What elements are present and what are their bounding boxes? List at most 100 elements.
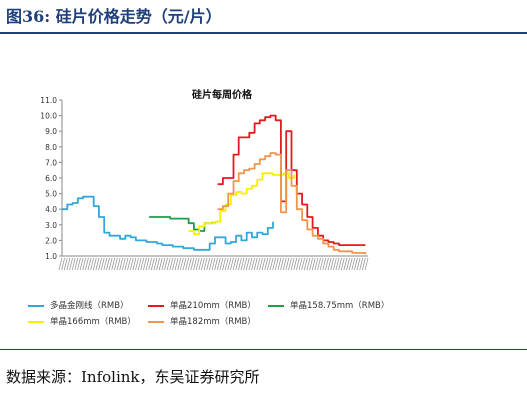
legend-item-mono182: 单晶182mm（RMB） xyxy=(148,316,256,328)
x-tick-mark xyxy=(208,257,213,271)
legend-item-mono210: 单晶210mm（RMB） xyxy=(148,300,256,312)
x-tick-mark xyxy=(235,257,240,271)
series-line-mono158 xyxy=(149,216,214,232)
x-tick-mark xyxy=(309,257,313,271)
x-tick-mark xyxy=(351,257,356,271)
x-tick-mark xyxy=(169,257,174,271)
y-ticks: 1.0 2.0 3.0 4.0 5.0 6.0 7.0 8.0 9.0 10.0 11.0 xyxy=(40,96,62,261)
x-tick-mark xyxy=(282,257,287,271)
x-tick-mark xyxy=(74,257,79,271)
legend-item-multi: 多晶金刚线（RMB） xyxy=(28,300,129,312)
x-tick-mark xyxy=(187,257,192,271)
x-tick-mark xyxy=(182,257,187,271)
legend: 多晶金刚线（RMB） 单晶210mm（RMB） 单晶158.75mm（RMB） … xyxy=(0,296,527,336)
x-tick-mark xyxy=(185,257,190,271)
x-tick-mark xyxy=(69,257,73,271)
x-tick-mark xyxy=(274,257,279,271)
x-tick-mark xyxy=(137,257,142,271)
legend-swatch-mono182 xyxy=(148,320,164,323)
x-tick-mark xyxy=(251,257,255,271)
x-tick-mark xyxy=(261,257,266,271)
x-tick-mark xyxy=(264,257,269,271)
chart: 硅片每周价格 1.0 2.0 3.0 4.0 5.0 6.0 7.0 8.0 9.0 10.0 11… xyxy=(40,88,369,271)
x-tick-mark xyxy=(100,257,105,271)
x-tick-mark xyxy=(237,257,242,271)
x-tick-mark xyxy=(296,257,300,271)
x-tick-mark xyxy=(303,257,308,271)
x-tick-mark xyxy=(116,257,121,271)
x-tick-mark xyxy=(293,257,298,271)
legend-item-mono158: 单晶158.75mm（RMB） xyxy=(268,300,389,312)
x-tick-mark xyxy=(206,257,211,271)
x-tick-mark xyxy=(214,257,219,271)
y-tick-label: 11.0 xyxy=(40,96,57,105)
x-tick-mark xyxy=(311,257,316,271)
x-tick-mark xyxy=(224,257,229,271)
x-tick-mark xyxy=(79,257,84,271)
x-tick-mark xyxy=(190,257,195,271)
x-tick-mark xyxy=(58,257,63,271)
x-tick-mark xyxy=(327,257,332,271)
figure-title: 图36: 硅片价格走势（元/片） xyxy=(6,7,222,26)
x-tick-mark xyxy=(219,257,224,271)
x-tick-mark xyxy=(150,257,155,271)
x-tick-mark xyxy=(211,257,216,271)
x-tick-mark xyxy=(106,257,110,271)
x-tick-mark xyxy=(253,257,258,271)
x-tick-mark xyxy=(356,257,361,271)
y-tick-label: 1.0 xyxy=(45,252,57,261)
y-tick-label: 7.0 xyxy=(45,158,57,167)
y-tick-label: 2.0 xyxy=(45,236,57,245)
x-tick-mark xyxy=(121,257,126,271)
source-divider xyxy=(0,349,527,350)
x-tick-mark xyxy=(92,257,97,271)
x-tick-mark xyxy=(269,257,274,271)
x-tick-mark xyxy=(330,257,335,271)
x-tick-mark xyxy=(243,257,248,271)
x-tick-mark xyxy=(179,257,184,271)
x-tick-mark xyxy=(277,257,282,271)
x-tick-mark xyxy=(240,257,245,271)
x-tick-mark xyxy=(148,257,153,271)
y-tick-label: 10.0 xyxy=(40,112,57,121)
x-tick-mark xyxy=(66,257,71,271)
x-tick-mark xyxy=(158,257,163,271)
x-tick-mark xyxy=(298,257,303,271)
x-tick-mark xyxy=(114,257,118,271)
x-tick-mark xyxy=(119,257,124,271)
x-tick-mark xyxy=(203,257,208,271)
legend-swatch-multi xyxy=(28,304,44,307)
x-tick-mark xyxy=(61,257,66,271)
x-tick-mark xyxy=(172,257,176,271)
x-tick-mark xyxy=(193,257,197,271)
legend-label-mono166: 单晶166mm（RMB） xyxy=(50,317,136,327)
legend-label-mono210: 单晶210mm（RMB） xyxy=(170,301,256,311)
x-tick-mark xyxy=(124,257,129,271)
title-divider xyxy=(0,32,527,34)
x-tick-mark xyxy=(348,257,353,271)
x-tick-labels xyxy=(58,257,369,271)
x-tick-mark xyxy=(174,257,179,271)
x-tick-mark xyxy=(195,257,200,271)
x-tick-mark xyxy=(164,257,168,271)
x-tick-mark xyxy=(354,257,358,271)
series-line-mono182 xyxy=(217,152,367,255)
x-tick-mark xyxy=(340,257,345,271)
x-tick-mark xyxy=(222,257,226,271)
x-tick-mark xyxy=(332,257,337,271)
y-tick-label: 6.0 xyxy=(45,174,57,183)
x-tick-mark xyxy=(216,257,221,271)
x-tick-mark xyxy=(135,257,139,271)
x-tick-mark xyxy=(230,257,234,271)
x-tick-mark xyxy=(256,257,261,271)
x-tick-mark xyxy=(272,257,277,271)
x-tick-mark xyxy=(132,257,137,271)
x-tick-mark xyxy=(361,257,366,271)
x-tick-mark xyxy=(317,257,321,271)
x-tick-mark xyxy=(82,257,87,271)
y-tick-label: 5.0 xyxy=(45,190,57,199)
y-tick-label: 9.0 xyxy=(45,127,57,136)
x-tick-mark xyxy=(306,257,311,271)
legend-swatch-mono166 xyxy=(28,320,44,323)
legend-swatch-mono158 xyxy=(268,304,284,307)
